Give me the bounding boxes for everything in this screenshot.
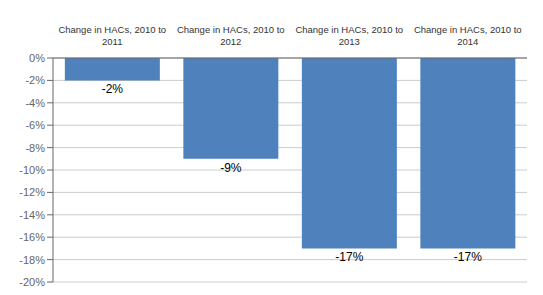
svg-text:-17%: -17% [454,250,482,264]
svg-text:Change in HACs, 2010 to2011: Change in HACs, 2010 to2011 [58,24,166,47]
svg-text:-14%: -14% [19,209,45,221]
svg-text:-9%: -9% [220,161,242,175]
svg-text:Change in HACs, 2010 to2014: Change in HACs, 2010 to2014 [414,24,522,47]
svg-text:-8%: -8% [25,142,45,154]
svg-text:-6%: -6% [25,119,45,131]
svg-text:-20%: -20% [19,276,45,287]
svg-text:-12%: -12% [19,186,45,198]
svg-text:-17%: -17% [335,250,363,264]
svg-text:-2%: -2% [25,74,45,86]
svg-text:-18%: -18% [19,254,45,266]
svg-text:0%: 0% [29,52,45,64]
svg-text:-10%: -10% [19,164,45,176]
svg-text:-2%: -2% [102,82,124,96]
svg-text:Change in HACs, 2010 to2013: Change in HACs, 2010 to2013 [295,24,403,47]
svg-text:-16%: -16% [19,231,45,243]
svg-text:-4%: -4% [25,97,45,109]
svg-text:Change in HACs, 2010 to2012: Change in HACs, 2010 to2012 [177,24,285,47]
